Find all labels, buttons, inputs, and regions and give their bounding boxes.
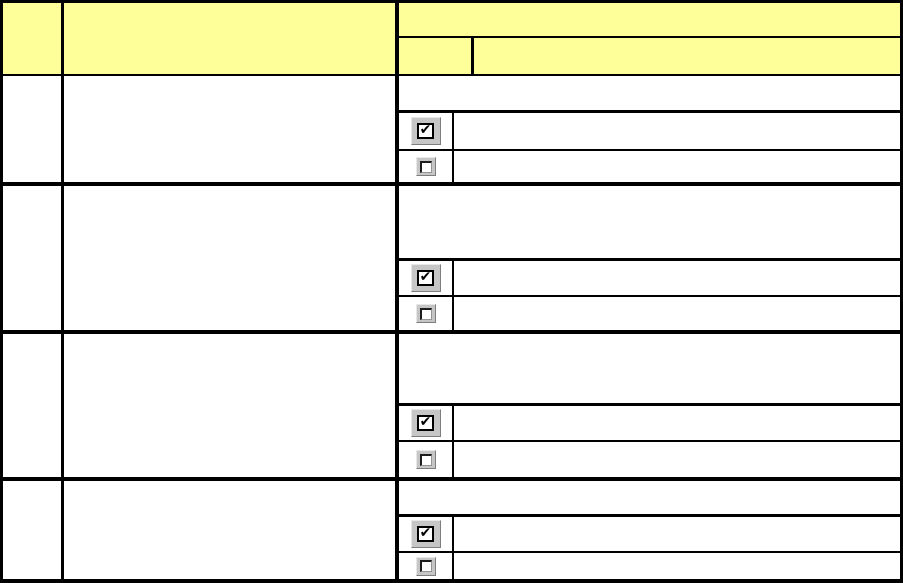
checkbox-box: ✔ [419,560,432,572]
check-mark-icon: ✔ [419,525,432,541]
group-3-option-2-checkbox-icon[interactable]: ✔ [415,450,436,469]
header-cell-right-sub-left [399,38,471,74]
group-2-left-narrow-cell [3,186,61,330]
checkbox-box: ✔ [417,270,434,286]
grid-line [471,36,474,76]
group-2-option-1-checkbox-icon[interactable]: ✔ [410,264,441,292]
grid-line [900,0,903,583]
grid-line [395,514,903,517]
checkbox-box: ✔ [417,415,434,431]
checkbox-box: ✔ [419,160,432,173]
grid-line [61,0,64,583]
group-4-left-narrow-cell [3,481,61,579]
group-3-left-narrow-cell [3,334,61,477]
group-1-option-1-checkbox-icon[interactable]: ✔ [410,117,441,145]
grid-line [452,514,454,583]
grid-line [395,36,903,38]
group-4-option-2-checkbox-cell[interactable]: ✔ [399,553,452,579]
group-3-option-1-text-cell [454,406,900,440]
check-mark-icon: ✔ [419,269,432,285]
group-4-option-1-checkbox-icon[interactable]: ✔ [410,520,441,548]
group-4-right-span-cell [399,481,900,514]
grid-line [395,440,903,442]
header-cell-left-narrow [3,3,61,74]
group-4-left-wide-cell [64,481,395,579]
group-1-option-1-text-cell [454,113,900,149]
grid-line [395,295,903,297]
header-cell-left-wide [64,3,395,74]
grid-line [0,0,3,583]
group-1-left-narrow-cell [3,76,61,182]
group-2-option-1-checkbox-cell[interactable]: ✔ [399,261,452,295]
group-3-option-2-text-cell [454,442,900,477]
checkbox-box: ✔ [419,307,432,320]
group-1-option-2-text-cell [454,151,900,182]
grid-line [395,403,903,406]
group-4-option-2-checkbox-icon[interactable]: ✔ [415,556,436,576]
group-3-option-1-checkbox-icon[interactable]: ✔ [410,409,441,437]
group-1-option-1-checkbox-cell[interactable]: ✔ [399,113,452,149]
group-2-option-2-text-cell [454,297,900,330]
check-mark-icon: ✔ [419,122,432,138]
grid-line [452,110,454,186]
checkbox-box: ✔ [417,526,434,542]
group-3-left-wide-cell [64,334,395,477]
group-2-right-span-cell [399,186,900,258]
header-cell-right-title [399,3,900,36]
header-cell-right-sub-right [474,38,900,74]
grid-line [0,74,903,76]
group-1-right-span-cell [399,76,900,110]
grid-line [0,182,903,186]
group-2-left-wide-cell [64,186,395,330]
group-2-option-2-checkbox-icon[interactable]: ✔ [415,304,436,323]
grid-line [0,0,903,3]
group-4-option-1-checkbox-cell[interactable]: ✔ [399,517,452,551]
checkbox-box: ✔ [417,123,434,139]
group-2-option-2-checkbox-cell[interactable]: ✔ [399,297,452,330]
grid-line [395,258,903,261]
grid-line [0,579,903,583]
check-mark-icon: ✔ [419,414,432,430]
group-3-right-span-cell [399,334,900,403]
grid-line [395,551,903,553]
group-1-left-wide-cell [64,76,395,182]
grid-line [0,330,903,334]
group-1-option-2-checkbox-cell[interactable]: ✔ [399,151,452,182]
grid-line [395,0,399,583]
grid-line [452,403,454,481]
group-4-option-2-text-cell [454,553,900,579]
group-3-option-1-checkbox-cell[interactable]: ✔ [399,406,452,440]
group-3-option-2-checkbox-cell[interactable]: ✔ [399,442,452,477]
grid-line [395,110,903,113]
grid-line [0,477,903,481]
checkbox-box: ✔ [419,453,432,466]
group-1-option-2-checkbox-icon[interactable]: ✔ [415,157,436,176]
grid-line [395,149,903,151]
group-4-option-1-text-cell [454,517,900,551]
group-2-option-1-text-cell [454,261,900,295]
